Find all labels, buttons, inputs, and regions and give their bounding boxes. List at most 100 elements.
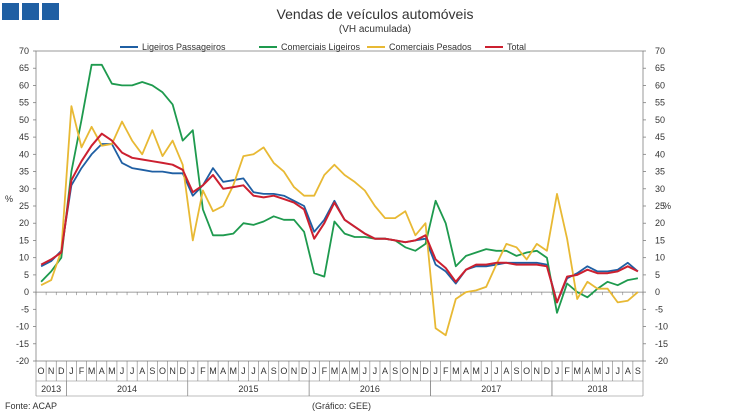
- y-tick-label-right: 65: [655, 63, 665, 73]
- series-line-1: [40, 143, 639, 304]
- month-label: J: [484, 366, 489, 376]
- month-label: J: [494, 366, 499, 376]
- month-label: S: [149, 366, 155, 376]
- month-label: J: [605, 366, 610, 376]
- y-axis-label-left: %: [5, 194, 13, 204]
- month-label: M: [88, 366, 96, 376]
- y-tick-label-left: -10: [16, 322, 29, 332]
- y-tick-label-left: 20: [19, 218, 29, 228]
- month-label: F: [200, 366, 206, 376]
- series-line-2: [40, 63, 639, 314]
- month-label: D: [301, 366, 308, 376]
- month-label: J: [251, 366, 256, 376]
- month-label: N: [291, 366, 298, 376]
- y-tick-label-right: 40: [655, 149, 665, 159]
- month-label: A: [503, 366, 509, 376]
- month-label: J: [241, 366, 246, 376]
- y-tick-label-left: 15: [19, 235, 29, 245]
- y-tick-label-right: 50: [655, 115, 665, 125]
- y-tick-label-right: 70: [655, 46, 665, 56]
- month-label: O: [38, 366, 45, 376]
- source-note: Fonte: ACAP: [5, 401, 58, 411]
- graphic-credit: (Gráfico: GEE): [312, 401, 372, 411]
- month-label: J: [130, 366, 135, 376]
- plot-frame: [35, 50, 644, 362]
- month-label: O: [159, 366, 166, 376]
- y-tick-label-left: 35: [19, 167, 29, 177]
- y-tick-label-right: 25: [655, 201, 665, 211]
- y-tick-label-right: 60: [655, 80, 665, 90]
- y-tick-label-left: 70: [19, 46, 29, 56]
- y-tick-label-left: 25: [19, 201, 29, 211]
- y-tick-label-right: 30: [655, 184, 665, 194]
- y-tick-label-left: 10: [19, 253, 29, 263]
- month-label: M: [108, 366, 116, 376]
- legend-label: Ligeiros Passageiros: [142, 42, 226, 52]
- month-label: J: [555, 366, 560, 376]
- month-label: F: [79, 366, 85, 376]
- year-label: 2013: [41, 384, 61, 394]
- y-tick-label-right: 45: [655, 132, 665, 142]
- month-label: S: [271, 366, 277, 376]
- month-label: J: [433, 366, 438, 376]
- y-tick-label-left: 65: [19, 63, 29, 73]
- month-label: N: [169, 366, 176, 376]
- month-label: J: [312, 366, 317, 376]
- month-label: F: [322, 366, 328, 376]
- month-label: J: [373, 366, 378, 376]
- y-tick-label-left: -5: [21, 304, 29, 314]
- month-label: O: [280, 366, 287, 376]
- y-tick-label-left: 40: [19, 149, 29, 159]
- year-label: 2014: [117, 384, 137, 394]
- y-tick-label-left: 0: [24, 287, 29, 297]
- month-label: J: [191, 366, 196, 376]
- month-label: J: [120, 366, 125, 376]
- month-label: A: [99, 366, 105, 376]
- month-label: J: [69, 366, 74, 376]
- month-label: M: [573, 366, 581, 376]
- logo-block-1: [2, 3, 19, 20]
- year-label: 2015: [238, 384, 258, 394]
- month-label: M: [452, 366, 460, 376]
- y-tick-label-right: -15: [655, 339, 668, 349]
- y-tick-label-right: 15: [655, 235, 665, 245]
- y-tick-label-right: 5: [655, 270, 660, 280]
- year-label: 2016: [360, 384, 380, 394]
- y-tick-label-right: 20: [655, 218, 665, 228]
- month-label: S: [635, 366, 641, 376]
- month-label: D: [422, 366, 429, 376]
- month-label: N: [412, 366, 419, 376]
- y-tick-label-left: 60: [19, 80, 29, 90]
- month-label: M: [594, 366, 602, 376]
- month-label: D: [179, 366, 186, 376]
- month-label: F: [443, 366, 449, 376]
- year-label: 2018: [587, 384, 607, 394]
- year-label: 2017: [481, 384, 501, 394]
- month-label: A: [139, 366, 145, 376]
- month-label: A: [220, 366, 226, 376]
- y-tick-label-right: 0: [655, 287, 660, 297]
- month-label: A: [382, 366, 388, 376]
- month-label: D: [544, 366, 551, 376]
- month-label: J: [363, 366, 368, 376]
- series-line-4: [40, 132, 639, 304]
- month-label: S: [514, 366, 520, 376]
- y-tick-label-left: 55: [19, 98, 29, 108]
- month-label: O: [402, 366, 409, 376]
- month-label: S: [392, 366, 398, 376]
- y-tick-label-right: -5: [655, 304, 663, 314]
- month-label: A: [342, 366, 348, 376]
- month-label: M: [351, 366, 359, 376]
- y-axis-label-right: %: [663, 201, 671, 211]
- y-tick-label-right: 10: [655, 253, 665, 263]
- month-label: J: [615, 366, 620, 376]
- legend-label: Total: [507, 42, 526, 52]
- series-line-3: [40, 105, 639, 337]
- y-tick-label-left: 30: [19, 184, 29, 194]
- y-tick-label-left: 45: [19, 132, 29, 142]
- month-label: F: [564, 366, 570, 376]
- y-tick-label-right: -10: [655, 322, 668, 332]
- month-label: N: [48, 366, 55, 376]
- logo-block-3: [42, 3, 59, 20]
